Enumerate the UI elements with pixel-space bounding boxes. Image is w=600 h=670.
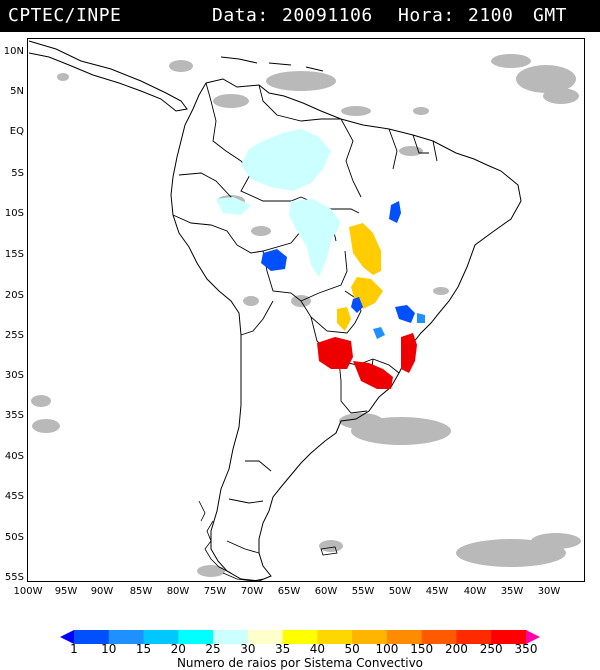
legend-arrow-right [526, 630, 540, 644]
lon-tick: 90W [90, 586, 114, 597]
lat-tick: EQ [9, 126, 24, 137]
legend-swatch [213, 630, 249, 644]
legend-swatch [74, 630, 110, 644]
legend-swatch [282, 630, 318, 644]
hour-value: 2100 [468, 5, 514, 26]
legend-swatch [143, 630, 179, 644]
legend-swatch [491, 630, 527, 644]
legend-value: 250 [479, 642, 503, 656]
lon-tick: 60W [314, 586, 338, 597]
legend-swatch [386, 630, 423, 644]
legend-swatch [421, 630, 457, 644]
date-label: Data: [212, 5, 269, 26]
lon-tick: 65W [277, 586, 301, 597]
map-panel [27, 38, 585, 582]
lon-tick: 55W [351, 586, 375, 597]
legend-swatch [247, 630, 284, 644]
lon-tick: 85W [129, 586, 153, 597]
hour-label: Hora: [398, 5, 455, 26]
country-borders [172, 82, 438, 554]
legend-value: 35 [274, 642, 291, 656]
lightning-cluster-5 [317, 333, 417, 389]
legend-color-bar [60, 630, 540, 644]
legend-value: 40 [309, 642, 326, 656]
lon-tick: 95W [54, 586, 78, 597]
legend-value: 50 [344, 642, 360, 656]
legend-swatch [317, 630, 353, 644]
central-america-outline [28, 40, 188, 112]
lat-tick: 45S [4, 491, 24, 502]
lightning-cluster-2 [337, 223, 383, 331]
lon-tick: 100W [13, 586, 43, 597]
legend-swatch [352, 630, 388, 644]
lightning-cluster-4 [373, 313, 425, 339]
legend-value: 15 [135, 642, 152, 656]
lat-tick: 55S [4, 572, 24, 583]
lat-tick: 30S [4, 370, 24, 381]
lon-tick: 30W [537, 586, 561, 597]
lon-tick: 70W [240, 586, 264, 597]
lon-tick: 80W [166, 586, 190, 597]
lat-tick: 5S [11, 168, 24, 179]
legend-value: 30 [240, 642, 256, 656]
legend-swatch [456, 630, 492, 644]
lon-tick: 50W [388, 586, 412, 597]
lightning-cluster-1 [216, 129, 341, 277]
legend-value: 25 [205, 642, 221, 656]
legend-value: 20 [170, 642, 186, 656]
color-legend: 1 10 15 20 25 30 35 40 50 100 150 200 250 350 Numero … [0, 620, 600, 670]
timezone-label: GMT [533, 5, 568, 26]
legend-swatch [108, 630, 145, 644]
lat-tick: 5N [10, 86, 24, 97]
caribbean-islands [220, 56, 324, 72]
legend-value: 100 [375, 642, 399, 656]
map-header: CPTEC/INPE Data: 20091106 Hora: 2100 GMT [0, 0, 600, 32]
continent-outline [170, 78, 522, 581]
lightning-cluster-3 [261, 201, 415, 323]
source-label: CPTEC/INPE [8, 5, 122, 26]
lat-tick: 15S [4, 249, 24, 260]
lat-tick: 35S [4, 410, 24, 421]
legend-title: Numero de raios por Sistema Convectivo [176, 656, 424, 670]
date-value: 20091106 [282, 5, 373, 26]
patagonia-islands [198, 500, 338, 581]
lat-tick: 50S [4, 532, 24, 543]
legend-swatch [178, 630, 214, 644]
lon-tick: 35W [500, 586, 524, 597]
legend-value: 150 [410, 642, 434, 656]
lon-tick: 75W [203, 586, 227, 597]
lat-tick: 40S [4, 451, 24, 462]
lat-tick: 20S [4, 290, 24, 301]
south-america-map [28, 40, 581, 581]
legend-value: 200 [445, 642, 468, 656]
legend-value: 1 [70, 642, 78, 656]
legend-value: 350 [514, 642, 538, 656]
legend-value: 10 [101, 642, 117, 656]
lon-tick: 40W [463, 586, 487, 597]
legend-arrow-left [60, 630, 74, 644]
lat-tick: 25S [4, 330, 24, 341]
lon-tick: 45W [425, 586, 449, 597]
lat-tick: 10S [4, 208, 24, 219]
lat-tick: 10N [3, 46, 24, 57]
